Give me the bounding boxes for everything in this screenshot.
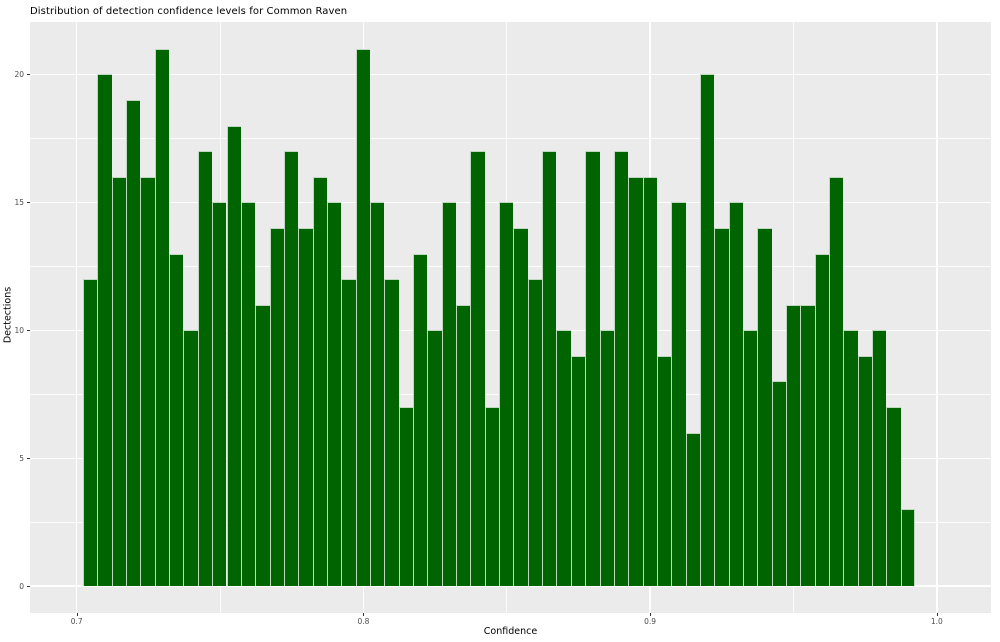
histogram-bar	[613, 151, 629, 587]
major-gridline-vertical	[76, 22, 78, 613]
histogram-bar	[714, 227, 729, 587]
histogram-bar	[154, 48, 170, 587]
histogram-bar	[900, 509, 916, 587]
x-tick-mark	[363, 613, 365, 616]
histogram-bar	[585, 151, 600, 587]
x-tick-label: 0.7	[70, 617, 83, 626]
y-tick-mark	[27, 74, 30, 76]
histogram-bar	[226, 125, 241, 587]
histogram-bar	[413, 253, 428, 587]
plot-panel	[30, 22, 991, 613]
y-tick-label: 20	[14, 69, 24, 79]
histogram-bar	[83, 279, 98, 587]
histogram-bar	[757, 227, 772, 587]
histogram-bar	[814, 253, 830, 587]
histogram-bar	[169, 253, 184, 587]
histogram-bar	[398, 407, 413, 587]
x-tick-mark	[650, 613, 652, 616]
histogram-bar	[886, 407, 901, 587]
y-axis-label: Dectections	[2, 286, 14, 344]
histogram-bar	[183, 330, 198, 587]
histogram-bar	[240, 202, 256, 587]
y-tick-mark	[27, 458, 30, 460]
y-tick-label: 0	[19, 581, 24, 591]
histogram-bar	[527, 279, 543, 587]
histogram-bar	[786, 304, 801, 587]
x-tick-label: 0.9	[644, 617, 657, 626]
histogram-bar	[470, 151, 485, 587]
histogram-bar	[829, 176, 844, 587]
histogram-bar	[140, 176, 155, 587]
histogram-bar	[771, 381, 786, 587]
histogram-bar	[312, 176, 327, 587]
histogram-bar	[269, 227, 284, 587]
y-tick-label: 10	[14, 325, 24, 335]
histogram-bar	[111, 176, 127, 587]
histogram-bar	[499, 202, 514, 587]
y-tick-mark	[27, 586, 30, 588]
histogram-bar	[326, 202, 342, 587]
histogram-bar	[484, 407, 500, 587]
histogram-bar	[126, 100, 141, 587]
major-gridline-horizontal	[30, 73, 991, 76]
y-tick-mark	[27, 202, 30, 204]
y-tick-label: 15	[14, 197, 24, 207]
histogram-bar	[384, 279, 399, 587]
x-tick-label: 1.0	[930, 617, 943, 626]
histogram-bar	[513, 227, 528, 587]
minor-gridline-horizontal	[30, 138, 991, 139]
histogram-bar	[197, 151, 213, 587]
x-tick-mark	[936, 613, 938, 616]
histogram-bar	[857, 355, 873, 587]
histogram-bar	[599, 330, 614, 587]
histogram-bar	[255, 304, 270, 587]
histogram-bar	[671, 202, 686, 587]
x-tick-label: 0.8	[357, 617, 370, 626]
x-axis-label: Confidence	[483, 626, 538, 637]
histogram-bar	[456, 304, 471, 587]
y-tick-label: 5	[19, 453, 24, 463]
histogram-bar	[685, 432, 700, 587]
histogram-bar	[872, 330, 887, 587]
histogram-bar	[298, 227, 313, 587]
histogram-bar	[427, 330, 442, 587]
histogram-bar	[212, 202, 227, 587]
histogram-bar	[556, 330, 571, 587]
plot-title: Distribution of detection confidence lev…	[30, 6, 348, 17]
histogram-bar	[369, 202, 385, 587]
histogram-bar	[843, 330, 858, 587]
histogram-bar	[355, 48, 370, 587]
histogram-bar	[656, 355, 672, 587]
y-tick-mark	[27, 330, 30, 332]
histogram-bar	[570, 355, 586, 587]
histogram-bar	[628, 176, 643, 587]
histogram-bar	[800, 304, 815, 587]
histogram-bar	[642, 176, 657, 587]
histogram-bar	[441, 202, 457, 587]
histogram-bar	[699, 74, 715, 587]
histogram-bar	[742, 330, 758, 587]
histogram-bar	[542, 151, 557, 587]
histogram-bar	[728, 202, 743, 587]
histogram-bar	[97, 74, 112, 587]
major-gridline-vertical	[936, 22, 938, 613]
major-gridline-horizontal	[30, 201, 991, 204]
histogram-bar	[341, 279, 356, 587]
histogram-bar	[283, 151, 299, 587]
x-tick-mark	[76, 613, 78, 616]
